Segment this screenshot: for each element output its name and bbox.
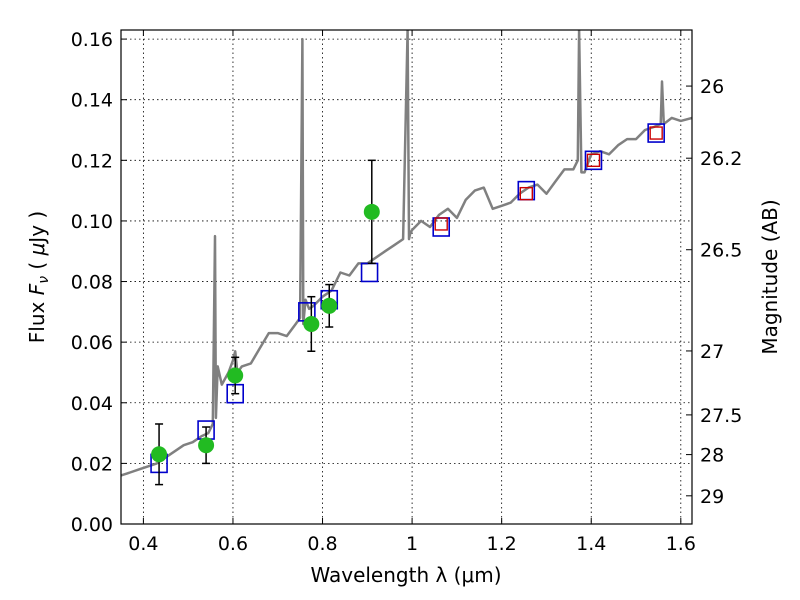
observed-point — [363, 159, 380, 265]
y-tick-label: 0.16 — [71, 29, 113, 51]
y-tick-label: 0.14 — [71, 90, 113, 112]
observed-red-square — [519, 186, 533, 201]
x-tick-label: 1 — [406, 533, 418, 555]
y-axis-label-mu: μ — [25, 243, 49, 257]
right-axis-label: Magnitude (AB) — [758, 199, 782, 354]
y-axis-label-symbol: F — [25, 283, 49, 295]
observed-red-square — [586, 153, 601, 168]
x-axis-label: Wavelength λ (μm) — [310, 563, 501, 587]
right-tick-label: 26 — [700, 76, 724, 98]
observed-red-square — [649, 126, 663, 140]
observed-point — [303, 295, 320, 353]
x-tick-label: 1.4 — [576, 533, 606, 555]
model-photometry-square — [647, 123, 665, 143]
y-axis-label: Flux Fν ( μJy ) — [25, 211, 52, 343]
right-tick-label: 29 — [700, 486, 724, 508]
y-tick-label: 0.02 — [71, 453, 113, 475]
plot-frame — [120, 29, 693, 525]
x-tick-label: 0.6 — [218, 533, 248, 555]
right-tick-label: 27 — [700, 341, 724, 363]
x-tick-label: 0.8 — [307, 533, 337, 555]
right-tick-label: 26.5 — [700, 240, 742, 262]
spectrum-line — [121, 30, 692, 477]
svg-text:Flux Fν ( μJy ): Flux Fν ( μJy ) — [25, 211, 52, 343]
y-tick-label: 0.08 — [71, 272, 113, 294]
y-axis-label-subscript: ν — [36, 276, 52, 284]
observed-point-marker — [198, 437, 215, 454]
x-tick-label: 1.2 — [487, 533, 517, 555]
observed-point — [227, 356, 244, 395]
model-photometry-square — [584, 150, 603, 171]
right-tick-label: 28 — [700, 445, 724, 467]
y-tick-label: 0.12 — [71, 150, 113, 172]
y-tick-label: 0.06 — [71, 332, 113, 354]
y-axis-label-units: ( — [25, 255, 49, 276]
observed-point — [321, 283, 338, 328]
right-tick-label: 26.2 — [700, 148, 742, 170]
x-tick-label: 1.6 — [666, 533, 696, 555]
right-tick-label: 27.5 — [700, 405, 742, 427]
observed-point — [151, 423, 168, 486]
observed-point-marker — [303, 315, 320, 332]
y-axis-label-jy: Jy ) — [25, 211, 49, 245]
observed-point-marker — [151, 446, 168, 463]
observed-point-marker — [321, 297, 338, 314]
y-tick-label: 0.04 — [71, 393, 113, 415]
y-tick-label: 0.00 — [71, 514, 113, 536]
y-axis-label-text: Flux — [25, 295, 49, 343]
y-tick-label: 0.10 — [71, 211, 113, 233]
observed-point-marker — [227, 367, 244, 384]
data-layer — [121, 30, 692, 486]
observed-point-marker — [363, 203, 380, 220]
ticks: 0.4 0.6 0.8 1 1.2 1.4 1.6 0.00 0.02 0.04 0.06 0.08 0… — [71, 29, 743, 555]
observed-red-square — [434, 217, 448, 231]
observed-point — [198, 426, 215, 465]
x-tick-label: 0.4 — [128, 533, 158, 555]
